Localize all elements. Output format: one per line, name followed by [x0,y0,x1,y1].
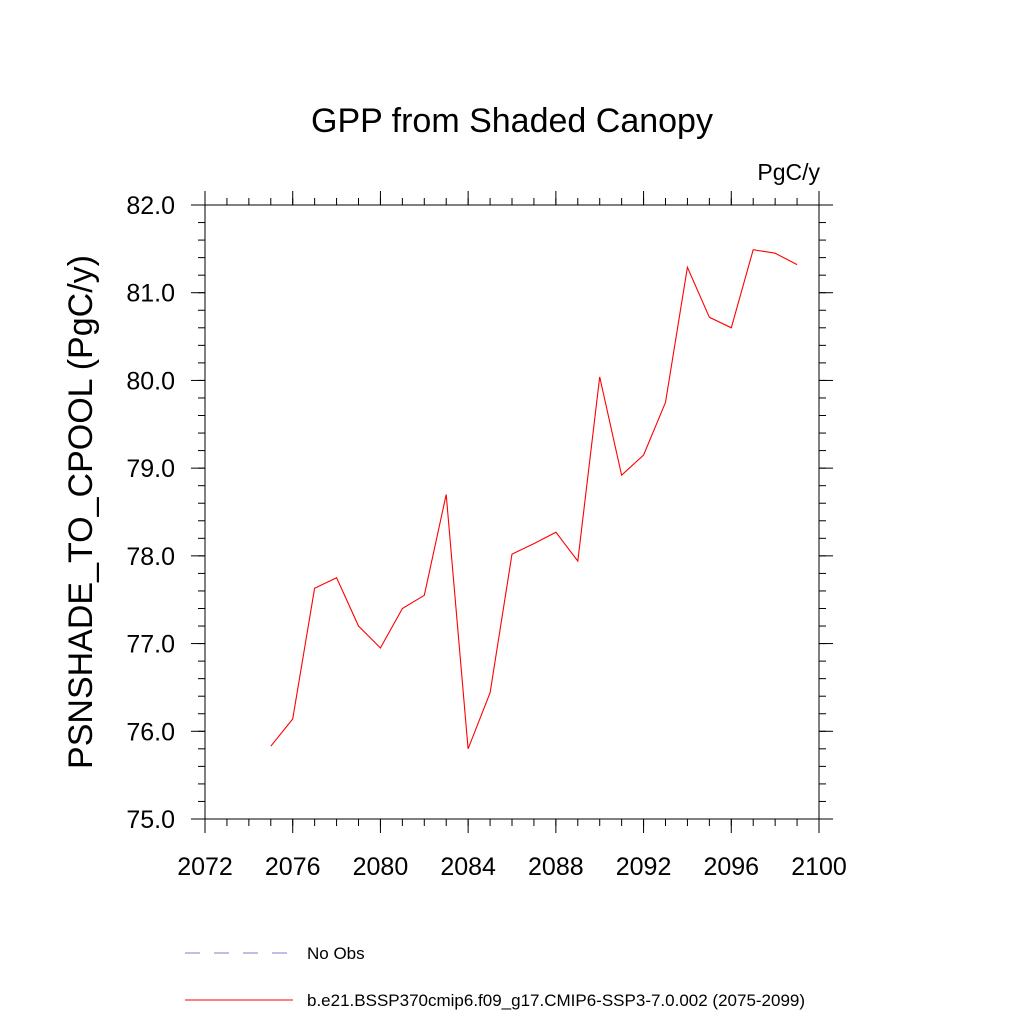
y-tick-label: 75.0 [126,806,175,834]
x-tick-label: 2072 [177,853,233,881]
series-line [270,249,798,750]
x-tick-label: 2096 [703,853,759,881]
x-tick-label: 2092 [616,853,672,881]
legend: No Obs b.e21.BSSP370cmip6.f09_g17.CMIP6-S… [185,944,805,1010]
y-tick-label: 79.0 [126,455,175,483]
chart-title: GPP from Shaded Canopy [311,102,713,140]
y-tick-label: 77.0 [126,631,175,659]
legend-label: No Obs [307,944,365,963]
y-tick-label: 82.0 [126,192,175,220]
units-label: PgC/y [757,159,820,185]
y-tick-label: 81.0 [126,280,175,308]
x-tick-label: 2100 [791,853,847,881]
y-tick-label: 76.0 [126,718,175,746]
y-axis-label: PSNSHADE_TO_CPOOL (PgC/y) [62,255,100,769]
x-tick-label: 2084 [440,853,496,881]
x-axis-ticks: 2072 2076 2080 2084 2088 2092 2096 2100 [177,191,847,881]
y-axis-ticks: 75.0 76.0 77.0 78.0 79.0 80.0 81.0 82.0 [126,192,833,834]
series-layer [270,249,798,750]
plot-frame [204,204,820,820]
x-tick-label: 2080 [353,853,409,881]
y-tick-label: 80.0 [126,367,175,395]
y-tick-label: 78.0 [126,543,175,571]
x-tick-label: 2076 [265,853,321,881]
x-tick-label: 2088 [528,853,584,881]
legend-label: b.e21.BSSP370cmip6.f09_g17.CMIP6-SSP3-7.… [307,991,805,1010]
